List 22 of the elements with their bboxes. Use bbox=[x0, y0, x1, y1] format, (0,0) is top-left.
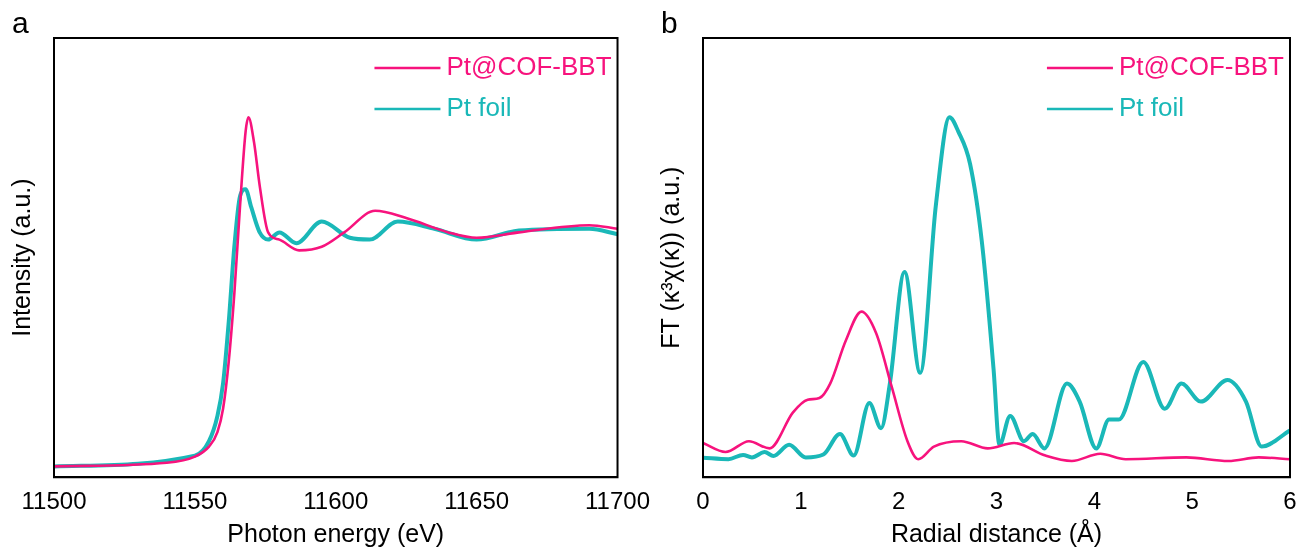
text: a bbox=[12, 6, 29, 40]
legend-label: Pt@COF-BBT bbox=[1118, 51, 1285, 82]
legend-label: Pt@COF-BBT bbox=[446, 51, 612, 82]
text: b bbox=[661, 6, 678, 40]
x-tick-label: 3 bbox=[989, 487, 1004, 515]
legend-label: Pt foil bbox=[446, 92, 512, 123]
x-tick-label: 11700 bbox=[585, 487, 651, 515]
x-tick-label: 1 bbox=[794, 487, 808, 515]
x-tick-label: 2 bbox=[891, 487, 906, 515]
x-tick-label: 11650 bbox=[444, 487, 510, 515]
x-tick-label: 0 bbox=[696, 487, 710, 515]
x-axis-title: Radial distance (Å) bbox=[890, 517, 1103, 547]
y-axis-title: Intensity (a.u.) bbox=[6, 178, 35, 337]
x-tick-label: 4 bbox=[1087, 487, 1102, 515]
x-tick-label: 6 bbox=[1283, 487, 1297, 515]
legend-label: Pt foil bbox=[1118, 92, 1184, 123]
y-axis-title: FT (κ³χ(κ)) (a.u.) bbox=[655, 166, 684, 349]
x-tick-label: 11500 bbox=[21, 487, 87, 515]
x-axis-title: Photon energy (eV) bbox=[227, 518, 445, 547]
x-tick-label: 11550 bbox=[162, 487, 228, 515]
x-tick-label: 5 bbox=[1185, 487, 1199, 515]
x-tick-label: 11600 bbox=[303, 487, 369, 515]
